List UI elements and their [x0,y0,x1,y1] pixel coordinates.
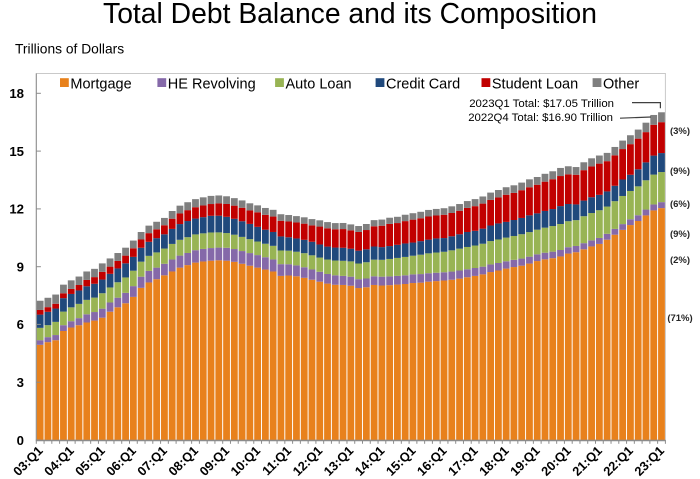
svg-text:(2%): (2%) [670,255,690,266]
svg-text:(9%): (9%) [670,229,690,240]
svg-text:12: 12 [9,202,24,217]
svg-text:Credit Card: Credit Card [386,77,460,93]
svg-text:Trillions of Dollars: Trillions of Dollars [15,42,124,57]
svg-text:Auto Loan: Auto Loan [286,77,352,93]
svg-text:Total Debt Balance and its Com: Total Debt Balance and its Composition [103,0,597,29]
svg-text:Other: Other [603,77,639,93]
svg-text:Mortgage: Mortgage [70,77,131,93]
svg-text:Student Loan: Student Loan [492,77,578,93]
svg-text:(71%): (71%) [667,313,692,324]
svg-text:3: 3 [17,375,24,390]
svg-text:(3%): (3%) [670,126,690,137]
svg-text:9: 9 [17,260,24,275]
svg-text:6: 6 [17,317,24,332]
svg-text:HE Revolving: HE Revolving [168,77,256,93]
svg-text:2023Q1 Total: $17.05 Trillion: 2023Q1 Total: $17.05 Trillion [469,98,614,110]
svg-text:15: 15 [9,144,24,159]
svg-text:2022Q4 Total: $16.90 Trillion: 2022Q4 Total: $16.90 Trillion [468,112,613,124]
svg-text:18: 18 [9,86,24,101]
svg-text:(9%): (9%) [670,166,690,177]
svg-text:(6%): (6%) [670,199,690,210]
svg-text:0: 0 [17,433,24,448]
